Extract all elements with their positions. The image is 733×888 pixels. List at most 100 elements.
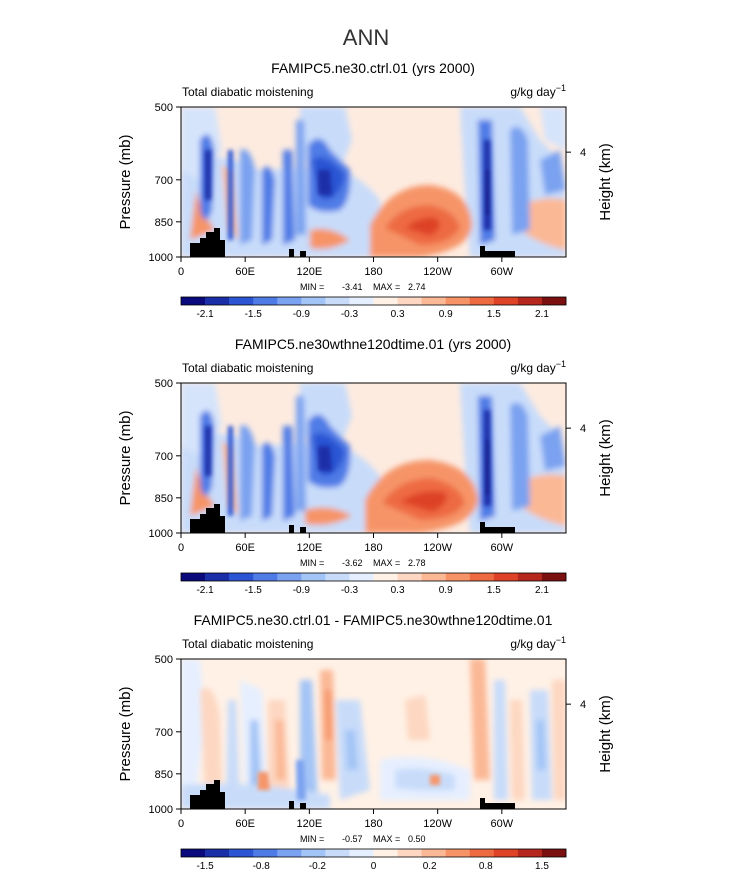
colorbar-label: -0.8 [253,861,271,872]
x-tick-label: 180 [364,542,382,554]
y2-axis-label: Height (km) [597,695,614,773]
colorbar-label: 1.5 [535,861,549,872]
stats-min-value: -3.41 [342,282,363,292]
colorbar-label: 0.3 [391,585,405,596]
colorbar-swatch [349,573,374,581]
x-tick-label: 120E [296,818,322,830]
y-tick-label: 1000 [149,528,173,540]
stats-min-value: -3.62 [342,558,363,568]
panel-title: FAMIPC5.ne30.ctrl.01 (yrs 2000) [271,60,475,76]
y-tick-label: 500 [155,654,173,666]
colorbar-swatch [277,297,302,305]
colorbar-label: -1.5 [196,861,214,872]
colorbar-swatch [493,849,519,857]
colorbar-label: 1.5 [487,309,501,320]
stats-max-label: MAX = [373,834,400,844]
colorbar-frame [180,296,567,306]
colorbar-label: -2.1 [196,309,214,320]
colorbar-swatch [517,573,543,581]
colorbar-swatch [469,573,495,581]
colorbar-swatch [421,297,446,305]
colorbar-label: -0.9 [293,309,311,320]
colorbar-swatch [517,849,543,857]
stats-max-value: 0.50 [408,834,426,844]
figure-title: ANN [343,25,389,50]
colorbar-swatch [541,573,567,581]
colorbar-label: -0.2 [309,861,327,872]
panel-title: FAMIPC5.ne30wthne120dtime.01 (yrs 2000) [235,336,511,352]
y2-axis-label: Height (km) [597,419,614,497]
colorbar-swatch [349,849,374,857]
colorbar-swatch [229,573,254,581]
stats-min-label: MIN = [300,282,324,292]
colorbar-label: 0.9 [439,309,453,320]
stats-max-label: MAX = [373,282,400,292]
colorbar-swatch [469,849,495,857]
stats-max-value: 2.78 [408,558,426,568]
y2-tick-label: 4 [580,699,586,711]
colorbar-swatch [325,297,350,305]
y-tick-label: 700 [155,175,173,187]
colorbar-label: 2.1 [535,309,549,320]
x-tick-label: 120E [296,542,322,554]
x-tick-label: 60E [235,542,255,554]
x-tick-label: 60W [491,266,514,278]
colorbar-swatch [205,849,230,857]
panel-2: FAMIPC5.ne30wthne120dtime.01 (yrs 2000) … [117,336,614,596]
y-tick-label: 700 [155,451,173,463]
colorbar-label: -1.5 [245,309,263,320]
colorbar-swatch [229,849,254,857]
x-tick-label: 120W [423,266,452,278]
x-tick-label: 120W [423,542,452,554]
stats-min-value: -0.57 [342,834,363,844]
colorbar-label: -0.3 [341,309,359,320]
colorbar-label: 2.1 [535,585,549,596]
colorbar-swatch [541,849,567,857]
colorbar-label: 0.3 [391,309,405,320]
y2-tick-label: 4 [580,147,586,159]
stats-min-label: MIN = [300,834,324,844]
panel-3: FAMIPC5.ne30.ctrl.01 - FAMIPC5.ne30wthne… [117,612,614,872]
panel-title: FAMIPC5.ne30.ctrl.01 - FAMIPC5.ne30wthne… [194,612,553,628]
panel-subtitle: Total diabatic moistening [182,85,313,99]
y-tick-label: 700 [155,727,173,739]
y-axis-label: Pressure (mb) [117,134,134,229]
colorbar-swatch [397,573,422,581]
colorbar-swatch [517,297,543,305]
colorbar-swatch [205,297,230,305]
y-tick-label: 850 [155,769,173,781]
colorbar-swatch [325,849,350,857]
colorbar-swatch [421,573,446,581]
x-tick-label: 60E [235,818,255,830]
colorbar-swatch [397,849,422,857]
colorbar-label: 0.2 [423,861,437,872]
y-tick-label: 850 [155,493,173,505]
colorbar-swatch [229,297,254,305]
colorbar-swatch [397,297,422,305]
colorbar-label: -1.5 [245,585,263,596]
y-tick-label: 850 [155,217,173,229]
x-tick-label: 180 [364,818,382,830]
colorbar-swatch [301,849,326,857]
colorbar-label: -0.3 [341,585,359,596]
x-tick-label: 60W [491,542,514,554]
x-tick-label: 0 [178,266,184,278]
colorbar-label: 0.9 [439,585,453,596]
colorbar-swatch [421,849,446,857]
x-tick-label: 60E [235,266,255,278]
colorbar-swatch [445,297,471,305]
contour-field [181,383,566,533]
y-axis-label: Pressure (mb) [117,686,134,781]
x-tick-label: 120E [296,266,322,278]
colorbar: -2.1 -1.5 -0.9 -0.3 0.3 0.9 1.5 2.1 [180,296,567,320]
colorbar-frame [180,848,567,858]
panel-1: FAMIPC5.ne30.ctrl.01 (yrs 2000) Total di… [117,60,614,320]
y-tick-label: 500 [155,378,173,390]
colorbar-swatch [253,849,278,857]
stats-max-label: MAX = [373,558,400,568]
contour-field [181,659,566,809]
colorbar-swatch [301,573,326,581]
colorbar-swatch [301,297,326,305]
colorbar-swatch [205,573,230,581]
colorbar-label: 0.8 [479,861,493,872]
